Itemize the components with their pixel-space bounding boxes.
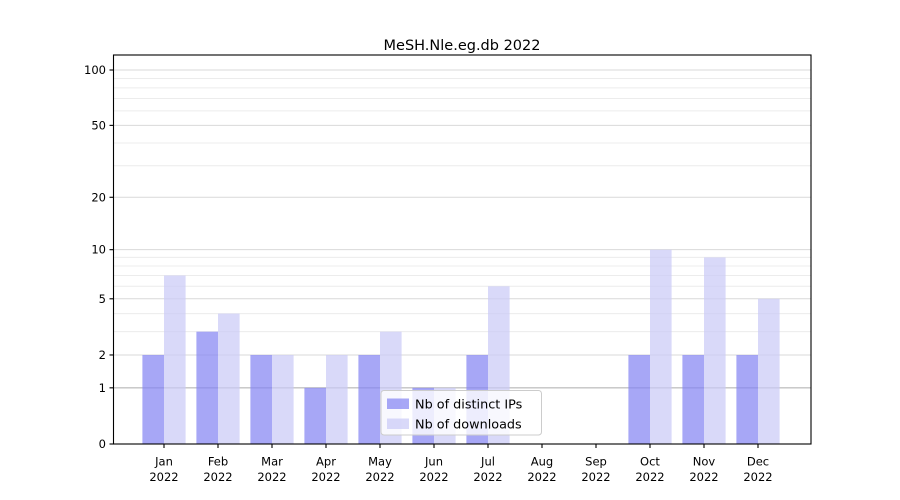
y-tick-label: 10 xyxy=(91,243,106,257)
x-tick-label-year: 2022 xyxy=(203,470,232,484)
x-tick-label-year: 2022 xyxy=(149,470,178,484)
bar xyxy=(304,387,326,444)
bar xyxy=(250,354,272,444)
x-tick-label-month: May xyxy=(368,455,392,469)
x-tick-label-year: 2022 xyxy=(365,470,394,484)
bar xyxy=(628,354,650,444)
x-tick-label-year: 2022 xyxy=(689,470,718,484)
x-tick-label-month: Oct xyxy=(640,455,660,469)
x-tick-label-year: 2022 xyxy=(419,470,448,484)
x-tick-label-year: 2022 xyxy=(635,470,664,484)
legend-label: Nb of distinct IPs xyxy=(415,398,523,413)
bar xyxy=(272,354,294,444)
bar xyxy=(164,275,186,444)
x-tick-label-year: 2022 xyxy=(581,470,610,484)
legend-swatch xyxy=(387,418,409,429)
x-tick-label-year: 2022 xyxy=(527,470,556,484)
legend-label: Nb of downloads xyxy=(415,418,522,433)
x-tick-label-year: 2022 xyxy=(311,470,340,484)
legend: Nb of distinct IPs Nb of downloads xyxy=(380,390,542,436)
x-tick-label-year: 2022 xyxy=(743,470,772,484)
y-tick-label: 1 xyxy=(99,381,106,395)
y-tick-label: 2 xyxy=(99,348,106,362)
y-tick-label: 0 xyxy=(99,437,106,451)
y-tick-labels: 0 1 2 5 10 20 50 100 xyxy=(84,63,106,451)
legend-box xyxy=(380,390,542,436)
bar xyxy=(682,354,704,444)
y-tick-label: 100 xyxy=(84,63,106,77)
bar xyxy=(704,257,726,444)
x-tick-label-month: Apr xyxy=(316,455,336,469)
x-tick-label-month: Nov xyxy=(693,455,716,469)
axes xyxy=(109,54,812,448)
x-tick-label-month: Mar xyxy=(261,455,283,469)
bar xyxy=(196,331,218,444)
bar xyxy=(326,354,348,444)
bar xyxy=(736,354,758,444)
bar xyxy=(358,354,380,444)
x-tick-label-month: Jul xyxy=(480,455,495,469)
y-tick-label: 20 xyxy=(91,190,106,204)
x-tick-labels: Jan2022Feb2022Mar2022Apr2022May2022Jun20… xyxy=(149,455,772,485)
x-tick-label-month: Jun xyxy=(424,455,443,469)
x-tick-label-month: Sep xyxy=(585,455,607,469)
x-tick-label-month: Aug xyxy=(531,455,553,469)
legend-swatch xyxy=(387,398,409,409)
bar xyxy=(758,298,780,444)
x-tick-label-year: 2022 xyxy=(473,470,502,484)
x-tick-label-month: Jan xyxy=(154,455,173,469)
bar xyxy=(142,354,164,444)
x-tick-label-month: Dec xyxy=(747,455,769,469)
x-tick-label-month: Feb xyxy=(208,455,228,469)
y-tick-label: 5 xyxy=(99,292,106,306)
bar xyxy=(218,313,240,444)
x-tick-label-year: 2022 xyxy=(257,470,286,484)
chart-title: MeSH.Nle.eg.db 2022 xyxy=(384,38,541,54)
y-tick-label: 50 xyxy=(91,118,106,132)
bar xyxy=(650,249,672,444)
